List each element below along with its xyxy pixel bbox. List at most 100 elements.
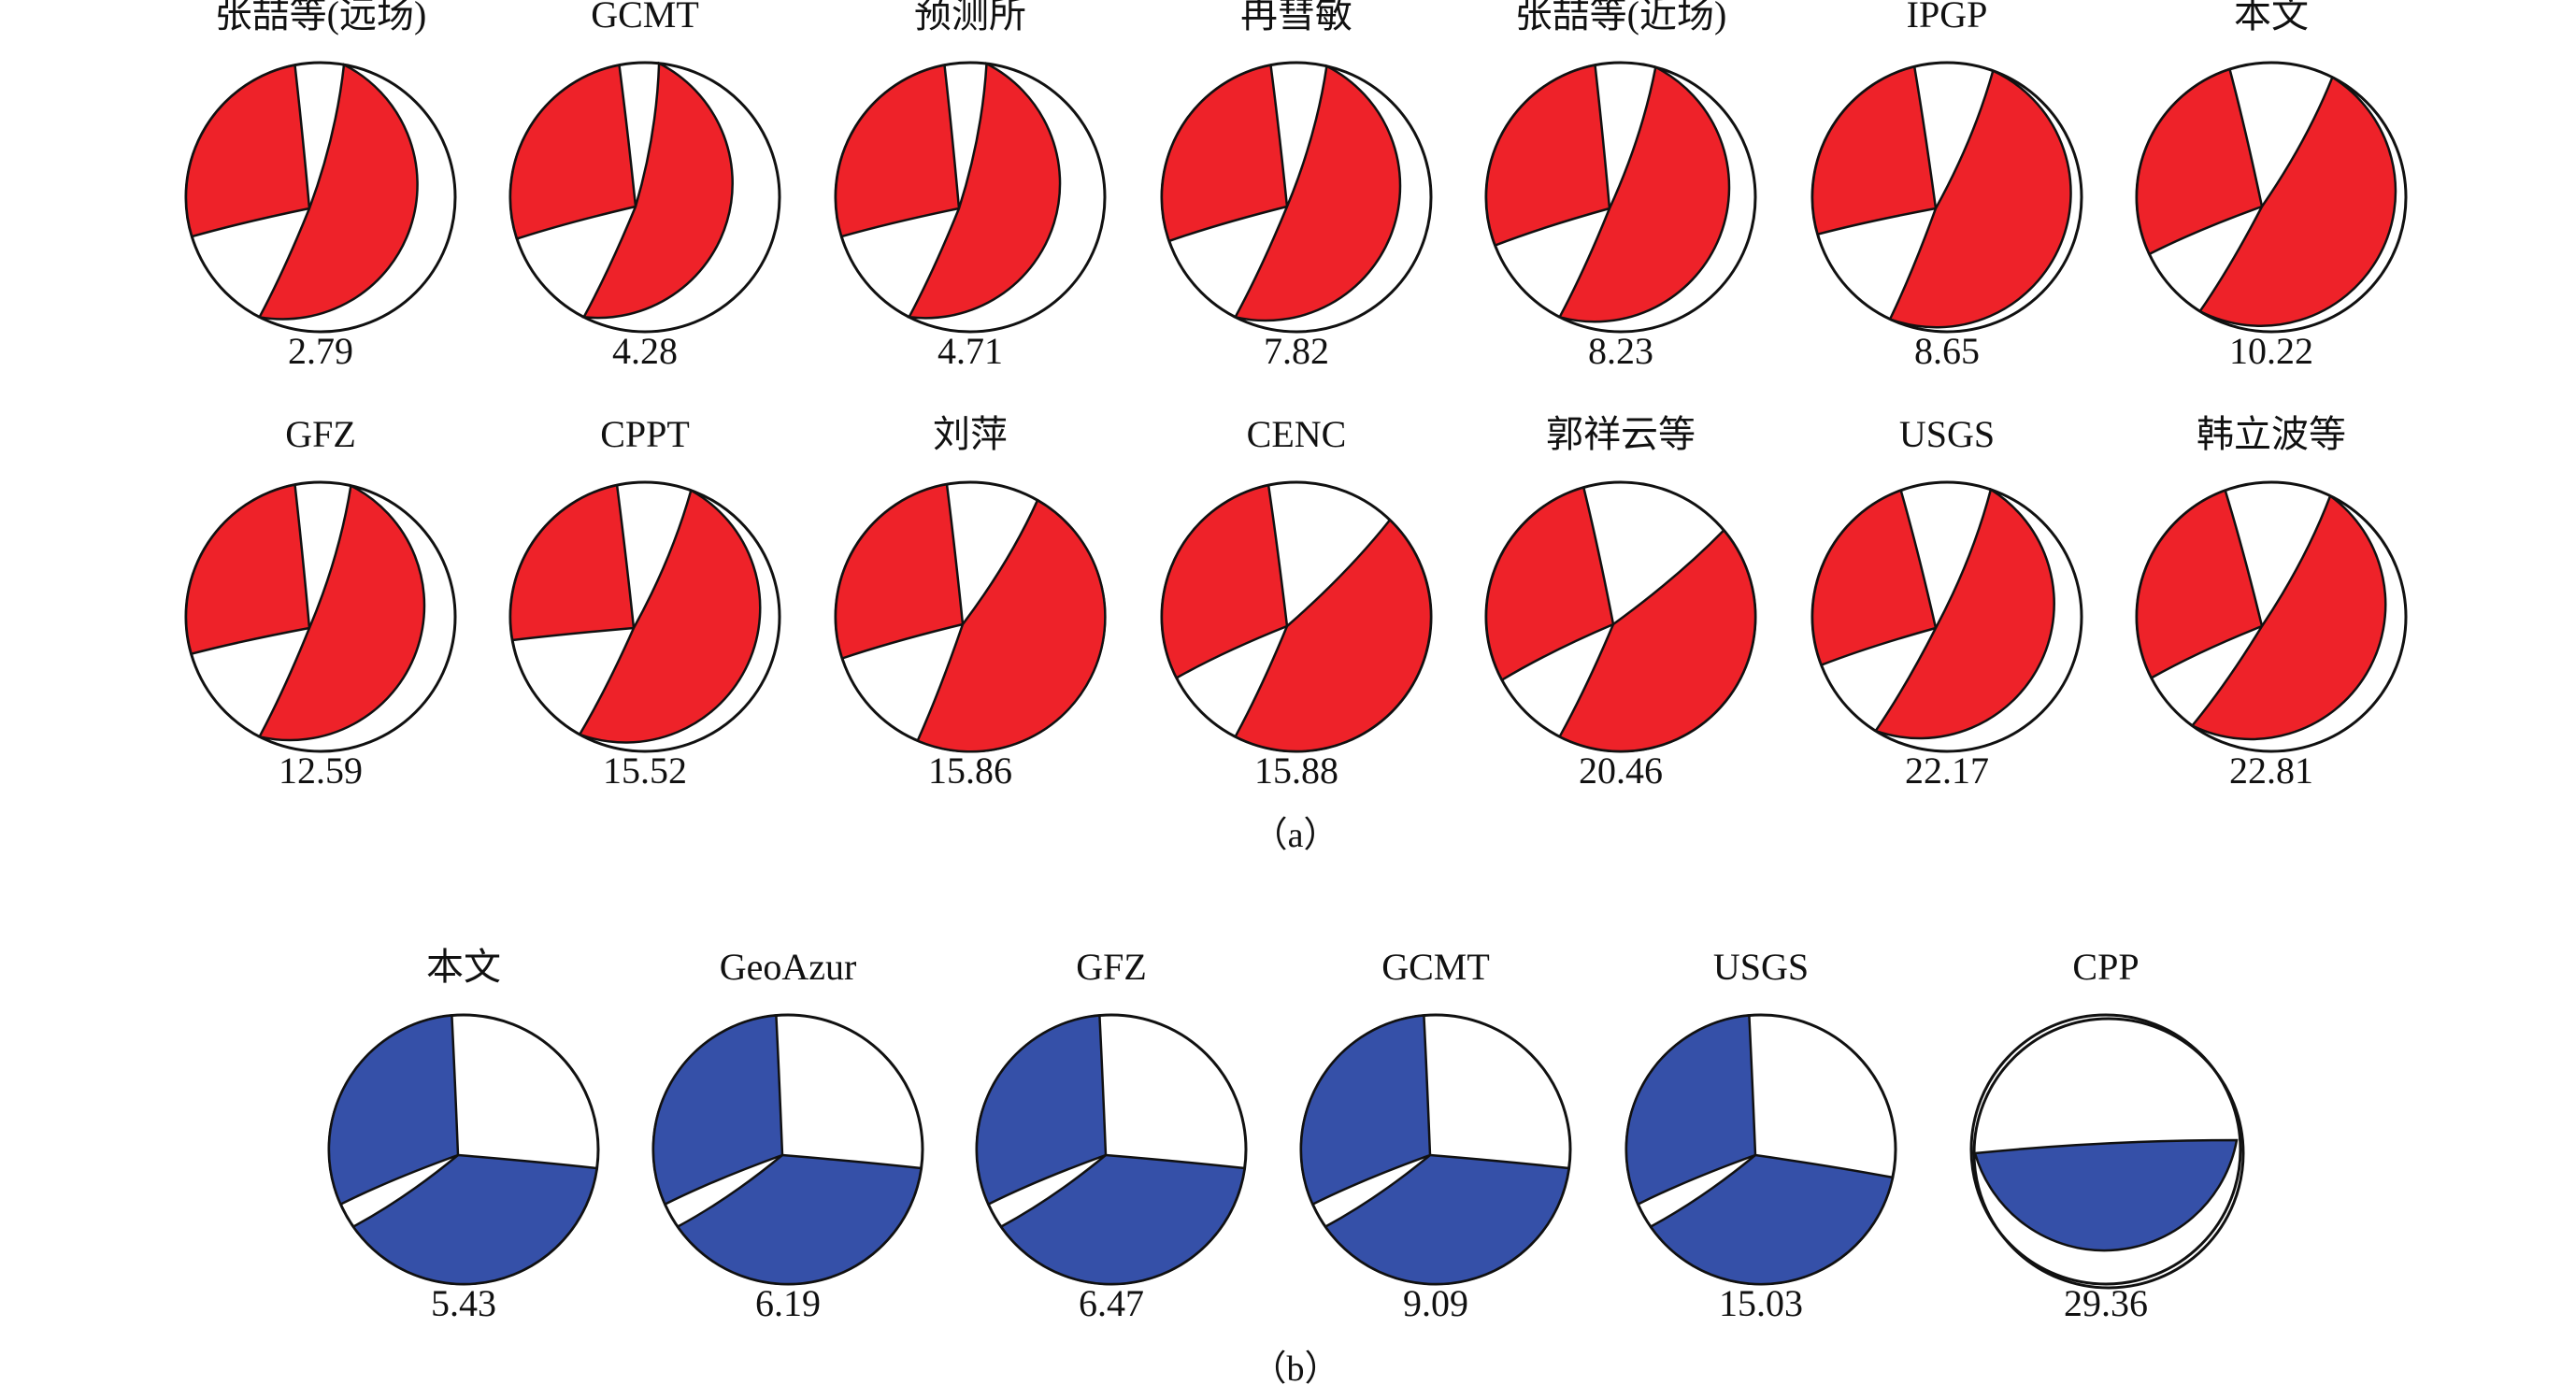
compressional-quadrant <box>184 483 311 656</box>
compressional-quadrant <box>1233 64 1402 322</box>
compressional-quadrant <box>1299 1014 1432 1207</box>
beachball-name: 韩立波等 <box>2197 413 2346 455</box>
beachball-value: 10.22 <box>2229 330 2313 372</box>
compressional-quadrant <box>1888 68 2072 329</box>
compressional-quadrant <box>1484 64 1611 248</box>
beachball-value: 20.46 <box>1579 750 1663 792</box>
compressional-quadrant <box>1973 1138 2239 1252</box>
beachball-name: GCMT <box>1381 946 1490 988</box>
beachball-name: GFZ <box>285 413 356 455</box>
compressional-quadrant <box>327 1014 460 1207</box>
beachball-value: 29.36 <box>2064 1282 2148 1324</box>
compressional-quadrant <box>351 1153 599 1286</box>
panel-b-beachball-1: GeoAzur 6.19 <box>651 946 924 1324</box>
panel-a-beachball-5: IPGP 8.65 <box>1810 0 2083 372</box>
beachball-value: 6.47 <box>1079 1282 1144 1324</box>
panel-a-beachball-12: USGS 22.17 <box>1810 413 2083 792</box>
compressional-quadrant <box>257 63 419 321</box>
beachball-name: GeoAzur <box>720 946 857 988</box>
compressional-quadrant <box>1160 64 1289 243</box>
compressional-quadrant <box>1484 486 1615 682</box>
panel-a-beachball-6: 本文 10.22 <box>2135 0 2408 372</box>
compressional-quadrant <box>508 64 637 241</box>
beachball-value: 9.09 <box>1403 1282 1468 1324</box>
compressional-quadrant <box>1873 487 2055 740</box>
beachball-value: 22.17 <box>1905 750 1989 792</box>
compressional-quadrant <box>676 1153 923 1286</box>
panel-b-beachball-0: 本文 5.43 <box>327 946 600 1324</box>
compressional-quadrant <box>999 1153 1247 1286</box>
beachball-value: 5.43 <box>431 1282 496 1324</box>
beachball-name: USGS <box>1713 946 1809 988</box>
compressional-quadrant <box>2135 67 2264 256</box>
beachball-name: 张喆等(远场) <box>215 0 427 36</box>
compressional-quadrant <box>1557 65 1731 323</box>
compressional-quadrant <box>1160 483 1289 680</box>
panel-a-beachball-10: CENC 15.88 <box>1160 413 1433 792</box>
compressional-quadrant <box>1324 1153 1571 1286</box>
panel-a-beachball-3: 冉彗敏 7.82 <box>1160 0 1433 372</box>
beachball-name: CPP <box>2072 946 2139 988</box>
beachball-name: 冉彗敏 <box>1240 0 1352 36</box>
beachball-value: 7.82 <box>1264 330 1329 372</box>
compressional-quadrant <box>975 1014 1108 1207</box>
beachball-value: 2.79 <box>288 330 353 372</box>
beachball-name: GFZ <box>1076 946 1147 988</box>
panel-a-beachball-4: 张喆等(近场) 8.23 <box>1484 0 1757 372</box>
panel-a-beachball-0: 张喆等(远场) 2.79 <box>184 0 457 372</box>
panel-a-beachball-9: 刘萍 15.86 <box>834 413 1107 792</box>
panel-a-beachball-2: 预测所 4.71 <box>834 0 1107 372</box>
beachball-value: 15.88 <box>1254 750 1338 792</box>
beachball-name: 郭祥云等 <box>1546 413 1696 455</box>
compressional-quadrant <box>2197 75 2397 327</box>
panel-a-beachball-13: 韩立波等 22.81 <box>2135 413 2408 792</box>
beachball-name: CPPT <box>600 413 690 455</box>
compressional-quadrant <box>1810 489 1938 667</box>
compressional-quadrant <box>2190 493 2387 741</box>
panel-a-beachball-1: GCMT 4.28 <box>508 0 781 372</box>
panel-b-beachball-4: USGS 15.03 <box>1624 946 1897 1324</box>
compressional-quadrant <box>578 488 762 744</box>
compressional-quadrant <box>581 61 734 320</box>
compressional-quadrant <box>1810 64 1938 236</box>
panel-a-label: （a） <box>1252 816 1339 855</box>
beachball-name: CENC <box>1247 413 1347 455</box>
compressional-quadrant <box>651 1014 784 1207</box>
compressional-quadrant <box>1233 518 1433 753</box>
compressional-quadrant <box>916 498 1107 753</box>
compressional-quadrant <box>2135 489 2264 680</box>
beachball-name: IPGP <box>1907 0 1988 36</box>
compressional-quadrant <box>1649 1153 1895 1286</box>
beachball-value: 8.65 <box>1914 330 1980 372</box>
beachball-value: 15.52 <box>603 750 687 792</box>
compressional-quadrant <box>834 64 961 238</box>
beachball-value: 15.03 <box>1719 1282 1803 1324</box>
beachball-value: 12.59 <box>279 750 363 792</box>
beachball-value: 22.81 <box>2229 750 2313 792</box>
beachball-name: USGS <box>1899 413 1995 455</box>
beachball-value: 4.71 <box>937 330 1003 372</box>
beachball-name: 预测所 <box>914 0 1026 36</box>
beachball-value: 4.28 <box>612 330 678 372</box>
beachball-name: 本文 <box>2234 0 2309 36</box>
compressional-quadrant <box>1624 1014 1757 1207</box>
compressional-quadrant <box>834 482 965 661</box>
compressional-quadrant <box>1557 528 1757 753</box>
panel-a-beachball-7: GFZ 12.59 <box>184 413 457 792</box>
panel-b-label: （b） <box>1251 1349 1339 1385</box>
panel-b-beachball-3: GCMT 9.09 <box>1299 946 1572 1324</box>
beachball-outline-shadow <box>1972 1017 2245 1290</box>
panel-b-beachball-2: GFZ 6.47 <box>975 946 1248 1324</box>
panel-b-beachball-5: CPP 29.36 <box>1969 946 2245 1324</box>
beachball-name: 本文 <box>426 946 501 988</box>
beachball-name: GCMT <box>591 0 699 36</box>
compressional-quadrant <box>184 64 311 238</box>
beachball-value: 6.19 <box>755 1282 821 1324</box>
beachball-name: 刘萍 <box>933 413 1008 455</box>
beachball-name: 张喆等(近场) <box>1515 0 1727 36</box>
panel-a-beachball-11: 郭祥云等 20.46 <box>1484 413 1757 792</box>
panel-a-beachball-8: CPPT 15.52 <box>508 413 781 792</box>
compressional-quadrant <box>508 483 636 642</box>
beachball-value: 15.86 <box>928 750 1012 792</box>
